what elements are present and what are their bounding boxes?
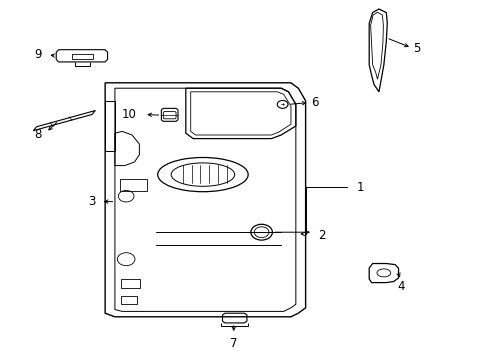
Bar — [121, 296, 137, 304]
Bar — [121, 279, 140, 288]
Bar — [72, 54, 93, 59]
Text: 1: 1 — [356, 181, 364, 194]
Text: 7: 7 — [229, 337, 237, 350]
Text: 10: 10 — [122, 108, 137, 121]
Text: 4: 4 — [396, 280, 404, 293]
Text: 3: 3 — [88, 195, 95, 208]
Text: 9: 9 — [34, 48, 41, 61]
Text: 6: 6 — [310, 96, 318, 109]
Text: 8: 8 — [34, 129, 41, 141]
Text: 5: 5 — [412, 42, 420, 55]
Bar — [120, 179, 146, 191]
Text: 2: 2 — [317, 229, 325, 242]
